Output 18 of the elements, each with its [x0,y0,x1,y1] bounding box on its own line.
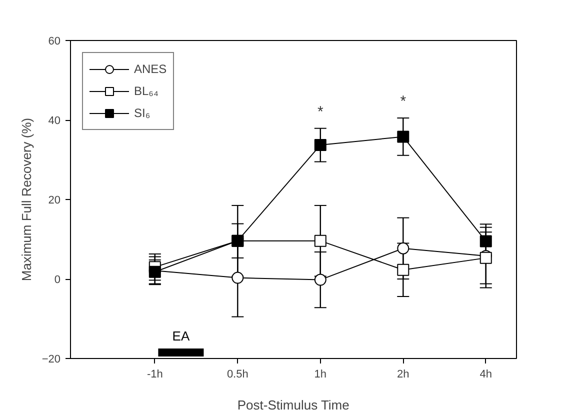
x-axis-title: Post-Stimulus Time [237,398,350,412]
x-tick-label: -1h [146,368,163,380]
y-tick-label: −20 [42,354,61,366]
x-tick-label: 4h [480,368,492,380]
y-tick-label: 60 [48,36,61,48]
x-tick-label: 2h [397,368,410,380]
legend-label: SI₆ [134,106,152,120]
annotation: * [400,93,406,110]
legend-label: BL₆₄ [134,84,158,98]
y-tick-label: 20 [48,194,61,206]
y-tick-label: 0 [54,274,61,286]
annotation: EA [172,328,190,344]
x-tick-label: 1h [314,368,327,380]
annotation: * [317,103,324,120]
legend-label: ANES [134,62,167,76]
y-axis-title: Maximum Full Recovery (%) [18,118,34,282]
x-tick-label: 0.5h [226,368,248,380]
y-tick-label: 40 [48,115,61,127]
